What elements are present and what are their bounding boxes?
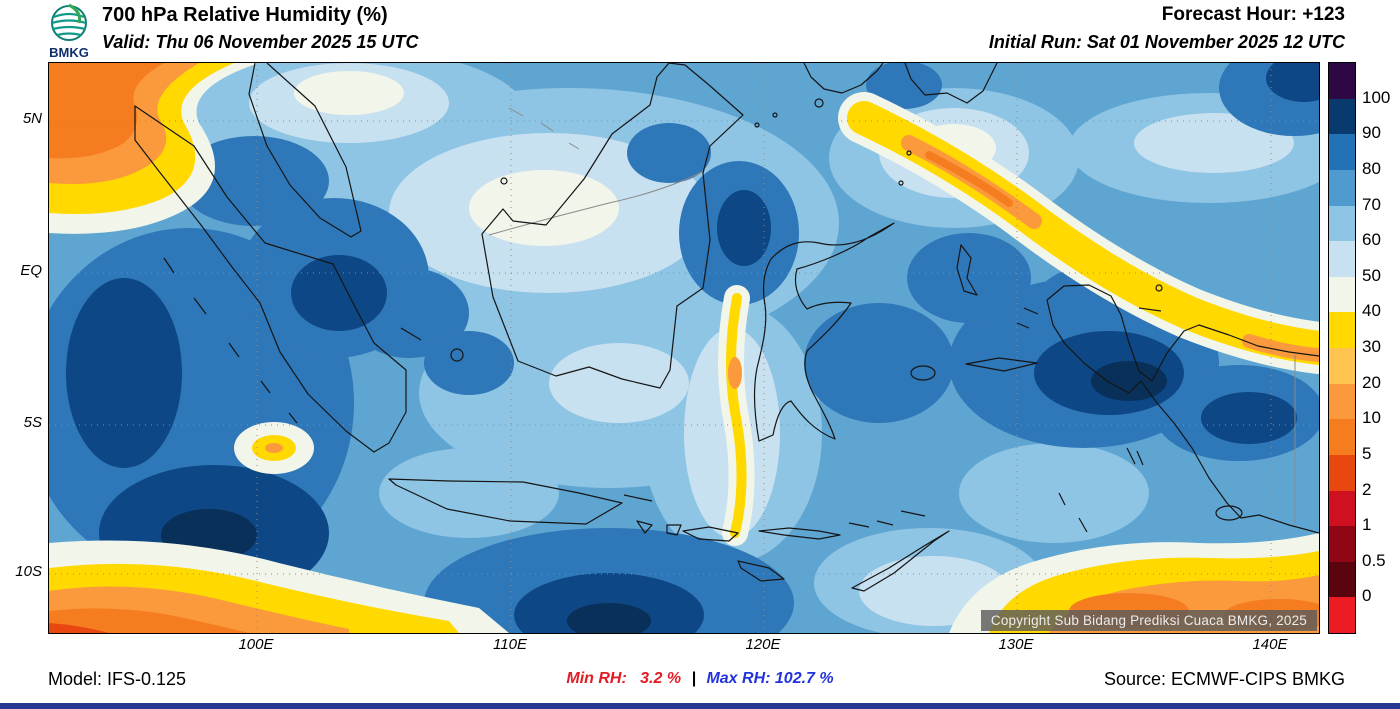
lat-label-eq: EQ xyxy=(20,262,42,279)
bmkg-logo-icon: BMKG xyxy=(42,1,96,61)
lon-label-120e: 120E xyxy=(745,636,781,653)
colorbar-tick-label: 1 xyxy=(1362,515,1372,535)
colorbar-segment xyxy=(1329,134,1355,170)
colorbar-tick-label: 70 xyxy=(1362,194,1381,214)
colorbar-segment xyxy=(1329,241,1355,277)
colorbar-labels: 100 90 80 70 60 50 40 30 20 10 5 2 1 0.5 0 xyxy=(1362,62,1400,632)
colorbar-tick-label: 30 xyxy=(1362,337,1381,356)
colorbar-segment xyxy=(1329,312,1355,348)
lat-label-5n: 5N xyxy=(22,110,42,127)
lat-label-10s: 10S xyxy=(15,563,42,580)
colorbar-tick-label: 60 xyxy=(1362,230,1381,250)
lon-label-140e: 140E xyxy=(1252,636,1288,653)
graticule xyxy=(49,63,1319,633)
lat-label-5s: 5S xyxy=(23,414,42,431)
colorbar-segment xyxy=(1329,561,1355,598)
page-title: 700 hPa Relative Humidity (%) xyxy=(102,4,388,26)
map-row: 5N EQ 5S 10S xyxy=(0,62,1400,634)
country-borders xyxy=(488,107,1296,523)
colorbar-tick-label: 0 xyxy=(1362,586,1372,606)
colorbar-segment xyxy=(1329,490,1355,527)
min-rh-value: Min RH: 3.2 % xyxy=(566,670,682,687)
colorbar-segment xyxy=(1329,597,1355,633)
minmax-separator: | xyxy=(691,670,696,687)
humidity-map xyxy=(49,63,1319,633)
colorbar-tick-label: 100 xyxy=(1362,87,1391,107)
colorbar-segment xyxy=(1329,419,1355,455)
colorbar-segment xyxy=(1329,98,1355,135)
valid-time: Valid: Thu 06 November 2025 15 UTC xyxy=(102,32,419,52)
colorbar-segment xyxy=(1329,276,1355,313)
colorbar-segment xyxy=(1329,454,1355,491)
source-label: Source: ECMWF-CIPS BMKG xyxy=(1103,669,1345,689)
header: BMKG 700 hPa Relative Humidity (%) Valid… xyxy=(0,0,1400,62)
low-rh-systems xyxy=(49,63,1319,633)
copyright-overlay: Copyright Sub Bidang Prediksi Cuaca BMKG… xyxy=(980,610,1317,631)
bmkg-logo-text: BMKG xyxy=(49,45,89,60)
lon-label-100e: 100E xyxy=(238,636,274,653)
bottom-accent-bar xyxy=(0,703,1400,709)
colorbar-segment xyxy=(1329,169,1355,206)
lon-axis: 100E 110E 120E 130E 140E xyxy=(0,634,1400,660)
rh-minmax: Min RH: 3.2 % | Max RH: 102.7 % xyxy=(566,670,833,688)
colorbar-tick-label: 90 xyxy=(1362,123,1381,143)
colorbar-tick-label: 50 xyxy=(1362,265,1381,285)
model-label: Model: IFS-0.125 xyxy=(48,669,187,689)
colorbar-segment xyxy=(1329,63,1355,99)
colorbar xyxy=(1328,62,1356,634)
colorbar-tick-label: 40 xyxy=(1362,301,1381,321)
map-frame: Copyright Sub Bidang Prediksi Cuaca BMKG… xyxy=(48,62,1320,634)
colorbar-segment xyxy=(1329,205,1355,242)
colorbar-tick-label: 0.5 xyxy=(1362,550,1386,570)
forecast-hour: Forecast Hour: +123 xyxy=(1161,4,1345,25)
lon-label-130e: 130E xyxy=(998,636,1034,653)
colorbar-segment xyxy=(1329,526,1355,562)
colorbar-tick-label: 2 xyxy=(1362,479,1372,499)
colorbar-tick-label: 10 xyxy=(1362,408,1381,428)
colorbar-tick-label: 20 xyxy=(1362,372,1381,392)
initial-run: Initial Run: Sat 01 November 2025 12 UTC xyxy=(988,32,1345,52)
lon-label-110e: 110E xyxy=(493,636,527,653)
colorbar-segment xyxy=(1329,348,1355,384)
colorbar-tick-label: 80 xyxy=(1362,158,1381,178)
colorbar-tick-label: 5 xyxy=(1362,443,1372,463)
footer: Model: IFS-0.125 Min RH: 3.2 % | Max RH:… xyxy=(0,660,1400,703)
max-rh-value: Max RH: 102.7 % xyxy=(706,670,834,687)
colorbar-segment xyxy=(1329,383,1355,420)
coastlines xyxy=(134,63,1319,592)
